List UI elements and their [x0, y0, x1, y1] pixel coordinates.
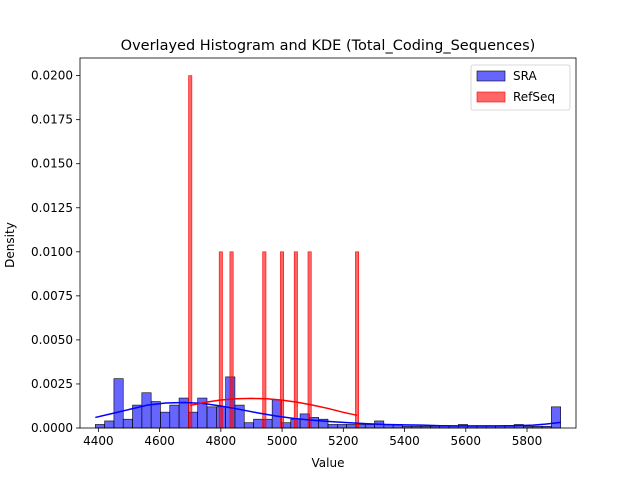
sra-bar: [364, 424, 375, 429]
sra-bar: [271, 399, 282, 429]
refseq-kde-line: [190, 397, 358, 417]
x-tick-label: 4400: [83, 434, 114, 448]
y-tick-label: 0.0100: [31, 245, 73, 259]
y-axis-label: Density: [3, 222, 17, 268]
refseq-bar: [218, 251, 223, 429]
y-tick-label: 0.0125: [31, 201, 73, 215]
sra-bar: [141, 392, 152, 429]
sra-bar: [169, 404, 180, 429]
x-axis-label: Value: [312, 456, 345, 470]
x-tick-label: 5000: [267, 434, 298, 448]
chart-title: Overlayed Histogram and KDE (Total_Codin…: [121, 38, 536, 54]
sra-bar: [243, 422, 254, 429]
x-tick-label: 4800: [206, 434, 237, 448]
sra-bar: [122, 418, 133, 429]
refseq-bar: [280, 251, 285, 429]
sra-bar: [337, 424, 347, 429]
x-tick-label: 5200: [328, 434, 359, 448]
legend-label: SRA: [513, 69, 537, 83]
sra-bar: [327, 424, 338, 429]
refseq-bar: [307, 251, 312, 429]
y-tick-label: 0.0050: [31, 333, 73, 347]
sra-bar: [206, 406, 217, 429]
sra-bar: [160, 411, 171, 429]
y-axis: 0.0000 0.0025 0.0050 0.0075 0.0100 0.0125 0.01…: [31, 69, 80, 435]
y-tick-label: 0.0000: [31, 421, 73, 435]
x-tick-label: 5800: [512, 434, 543, 448]
sra-bar: [253, 418, 264, 429]
sra-bar: [150, 401, 161, 429]
x-tick-label: 4600: [144, 434, 175, 448]
x-tick-label: 5600: [451, 434, 482, 448]
plot-area: [79, 57, 577, 429]
refseq-bar: [229, 251, 234, 429]
legend-swatch: [476, 70, 506, 82]
y-tick-label: 0.0175: [31, 113, 73, 127]
legend-label: RefSeq: [513, 90, 555, 104]
sra-bar: [113, 378, 124, 429]
y-tick-label: 0.0150: [31, 157, 73, 171]
axes-frame: [79, 57, 577, 429]
legend-swatch: [476, 91, 506, 103]
y-tick-label: 0.0025: [31, 377, 73, 391]
x-axis: 4400 4600 4800 5000 5200 5400 5600 5800: [83, 428, 542, 448]
sra-bar: [346, 424, 357, 429]
y-tick-label: 0.0075: [31, 289, 73, 303]
x-tick-label: 5400: [389, 434, 420, 448]
refseq-bar: [355, 251, 360, 429]
sra-bar: [551, 406, 561, 429]
sra-bar: [95, 424, 105, 429]
y-tick-label: 0.0200: [31, 69, 73, 83]
sra-kde-line: [95, 401, 561, 427]
sra-bar: [104, 420, 115, 429]
refseq-bar: [262, 251, 267, 429]
legend: SRA RefSeq: [470, 64, 571, 111]
refseq-bar: [188, 75, 193, 429]
